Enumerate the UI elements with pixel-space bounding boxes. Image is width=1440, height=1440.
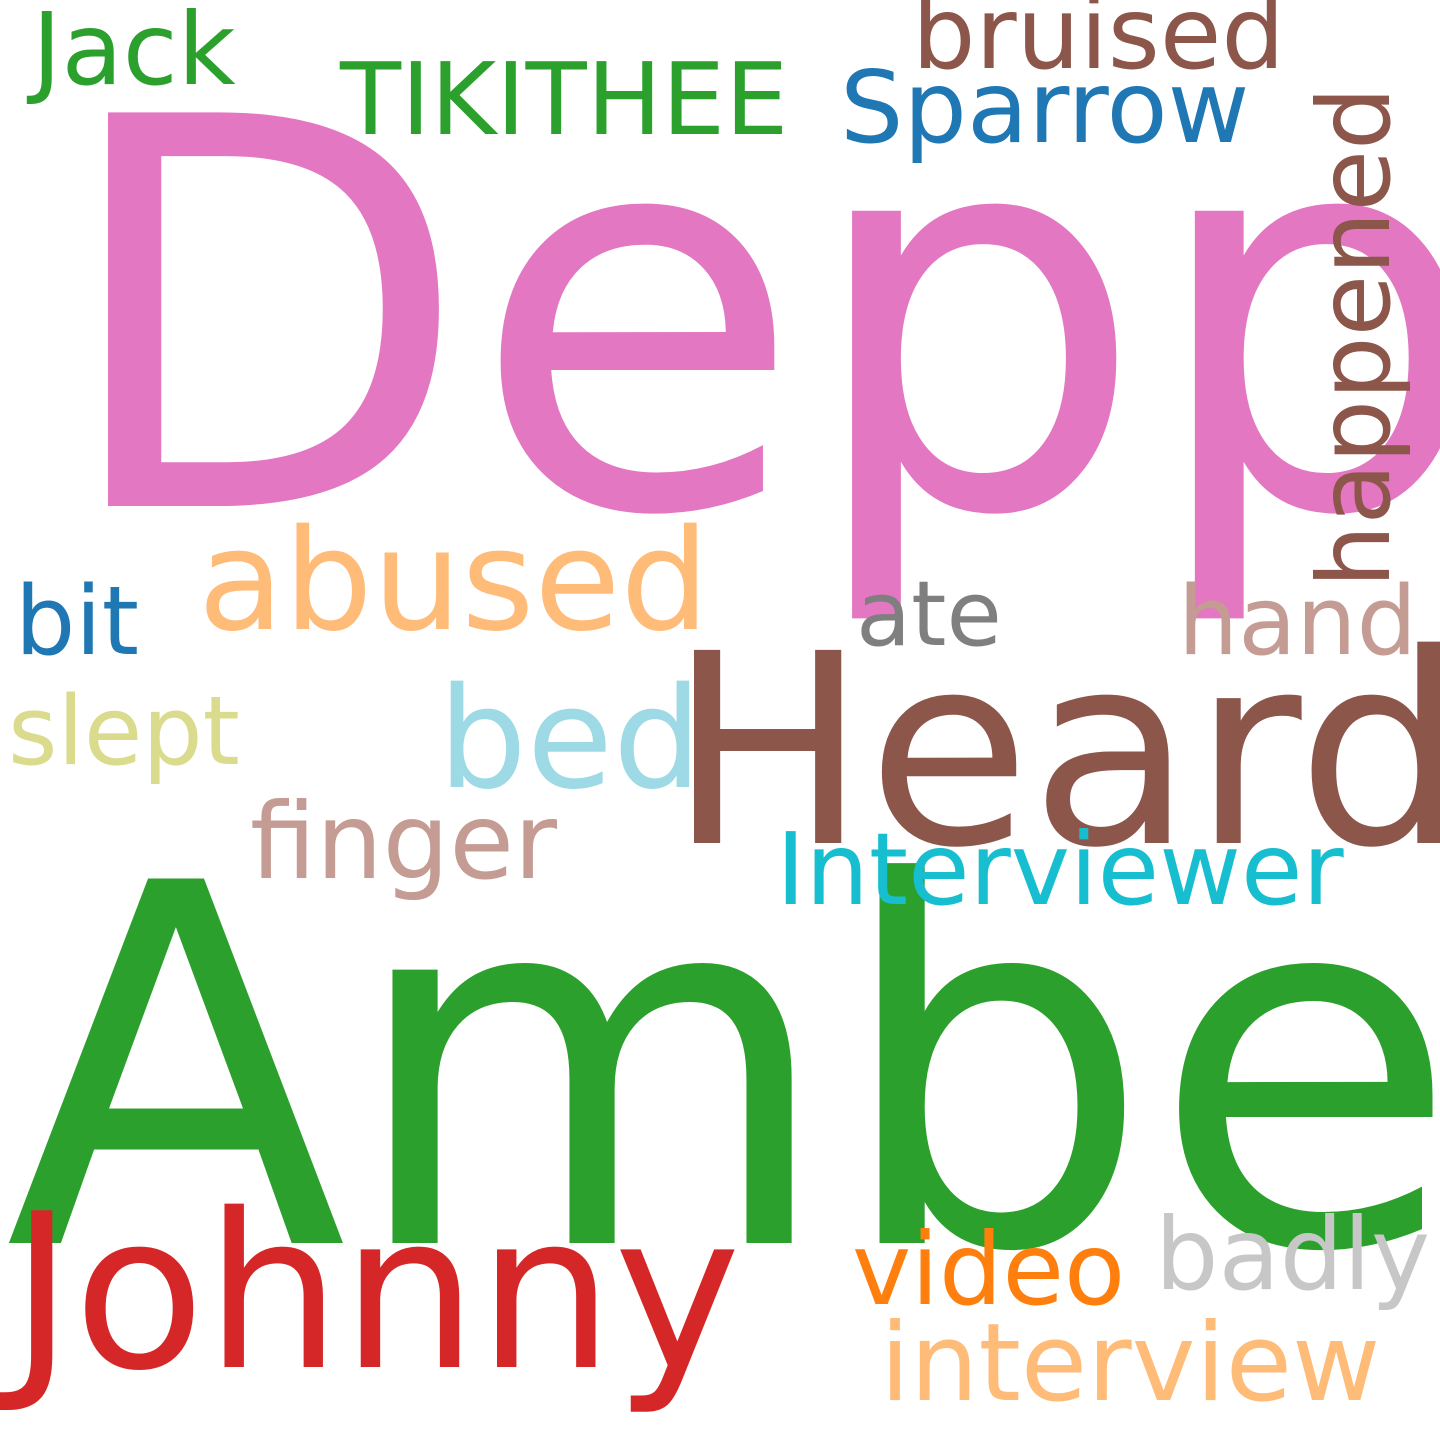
word-bed: bed [438,658,702,821]
word-bit: bit [15,567,139,677]
word-johnny: Johnny [10,1167,741,1418]
word-interview: interview [880,1301,1381,1426]
word-jack: Jack [32,0,236,108]
word-abused: abused [198,500,710,663]
word-hand: hand [1178,567,1417,677]
word-depp: Depp [55,6,1440,634]
word-interviewer: Interviewer [776,811,1344,928]
word-bruised: bruised [912,0,1285,92]
word-tikithee: TIKITHEE [340,41,789,158]
word-badly: badly [1155,1196,1431,1313]
word-ate: ate [856,562,1002,667]
word-finger: finger [250,781,558,903]
word-amber: Amber [5,779,1440,1361]
word-sparrow: Sparrow [840,49,1250,166]
word-video: video [852,1211,1126,1328]
word-slept: slept [8,677,240,787]
word-happened: happened [1296,86,1413,588]
word-heard: Heard [668,598,1440,906]
